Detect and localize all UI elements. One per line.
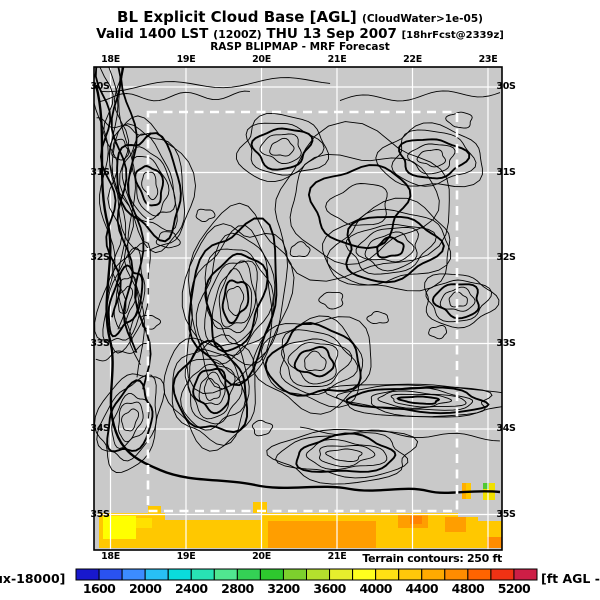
colorbar-segment xyxy=(121,568,146,581)
colorbar-left-label: ux-18000] xyxy=(0,571,66,586)
lon-label-bottom: 21E xyxy=(327,551,347,562)
cloudbase-patch xyxy=(487,537,502,548)
colorbar-segment xyxy=(259,568,284,581)
domain-boundary-box xyxy=(146,110,459,513)
lon-label-top: 20E xyxy=(252,54,271,65)
colorbar-segment xyxy=(467,568,492,581)
lat-label-left: 32S xyxy=(90,252,110,263)
colorbar-tick: 2800 xyxy=(221,581,254,596)
terrain-contours xyxy=(94,67,502,495)
lon-label-top: 18E xyxy=(101,54,120,65)
valid-time-utc: (1200Z) xyxy=(213,28,262,41)
colorbar-segment xyxy=(144,568,169,581)
colorbar-segment xyxy=(306,568,331,581)
colorbar-segment xyxy=(352,568,377,581)
colorbar-right-label: [ft AGL - r xyxy=(541,571,600,586)
lon-label-top: 19E xyxy=(176,54,196,65)
lat-label-right: 30S xyxy=(496,81,516,92)
colorbar-segment xyxy=(513,568,538,581)
colorbar-tick: 4400 xyxy=(405,581,439,596)
title-line1: BL Explicit Cloud Base [AGL] (CloudWater… xyxy=(0,8,600,26)
lon-label-bottom: 19E xyxy=(176,551,196,562)
cloudbase-patch xyxy=(253,502,267,513)
cloudbase-patch xyxy=(103,516,136,539)
colorbar-tick: 3200 xyxy=(267,581,300,596)
cloudbase-patch xyxy=(262,513,458,523)
lon-label-top: 23E xyxy=(478,54,498,65)
lon-label-top: 21E xyxy=(327,54,347,65)
colorbar-segment xyxy=(421,568,446,581)
colorbar-segment xyxy=(236,568,261,581)
lon-label-bottom: 20E xyxy=(252,551,271,562)
colorbar-tick: 2000 xyxy=(128,581,162,596)
title-line3: RASP BLIPMAP - MRF Forecast xyxy=(210,41,390,53)
colorbar-segment xyxy=(190,568,215,581)
lat-label-right: 31S xyxy=(496,166,516,178)
lat-label-left: 33S xyxy=(90,337,110,349)
map-frame xyxy=(93,66,503,551)
lon-label-bottom: 18E xyxy=(101,551,120,562)
colorbar-tick: 4000 xyxy=(359,581,392,596)
title-line2: Valid 1400 LST (1200Z) THU 13 Sep 2007 [… xyxy=(0,26,600,42)
colorbar-segment xyxy=(75,568,100,581)
colorbar-segment xyxy=(375,568,400,581)
valid-time: Valid 1400 LST xyxy=(96,26,209,42)
lat-label-left: 31S xyxy=(90,166,110,178)
lat-label-right: 35S xyxy=(496,508,516,520)
colorbar-segment xyxy=(490,568,515,581)
colorbar-segment xyxy=(329,568,354,581)
cloudbase-patch xyxy=(410,516,422,524)
forecast-lead-note: [18hrFcst@2339z] xyxy=(401,30,504,41)
cloudbase-patches xyxy=(99,483,502,548)
lon-label-top: 22E xyxy=(403,54,422,65)
lat-label-left: 35S xyxy=(90,508,110,520)
colorbar-tick: 4800 xyxy=(451,581,485,596)
colorbar-segment xyxy=(398,568,423,581)
cloudbase-patch xyxy=(268,521,376,548)
colorbar-tick: 5200 xyxy=(497,581,531,596)
colorbar-tick: 2400 xyxy=(175,581,208,596)
colorbar-segment xyxy=(98,568,123,581)
lat-label-right: 34S xyxy=(496,423,516,434)
title-cloudwater-note: (CloudWater>1e-05) xyxy=(362,13,483,25)
colorbar-segment xyxy=(167,568,192,581)
map-background xyxy=(94,67,502,550)
colorbar-segment xyxy=(213,568,238,581)
valid-date: THU 13 Sep 2007 xyxy=(266,26,397,42)
colorbar-tick: 3600 xyxy=(313,581,346,596)
cloudbase-patch xyxy=(483,483,489,489)
lat-label-left: 34S xyxy=(90,423,110,434)
title-main: BL Explicit Cloud Base [AGL] xyxy=(117,8,357,26)
lat-label-left: 30S xyxy=(90,81,110,92)
colorbar-tick: 1600 xyxy=(82,581,116,596)
colorbar xyxy=(75,568,538,581)
cloudbase-patch xyxy=(445,517,466,532)
cloudbase-patch xyxy=(136,518,152,528)
terrain-note: Terrain contours: 250 ft xyxy=(362,552,502,565)
colorbar-segment xyxy=(282,568,308,581)
lat-label-right: 32S xyxy=(496,252,516,263)
colorbar-segment xyxy=(444,568,469,581)
lat-label-right: 33S xyxy=(496,337,516,349)
coastline xyxy=(94,84,501,495)
